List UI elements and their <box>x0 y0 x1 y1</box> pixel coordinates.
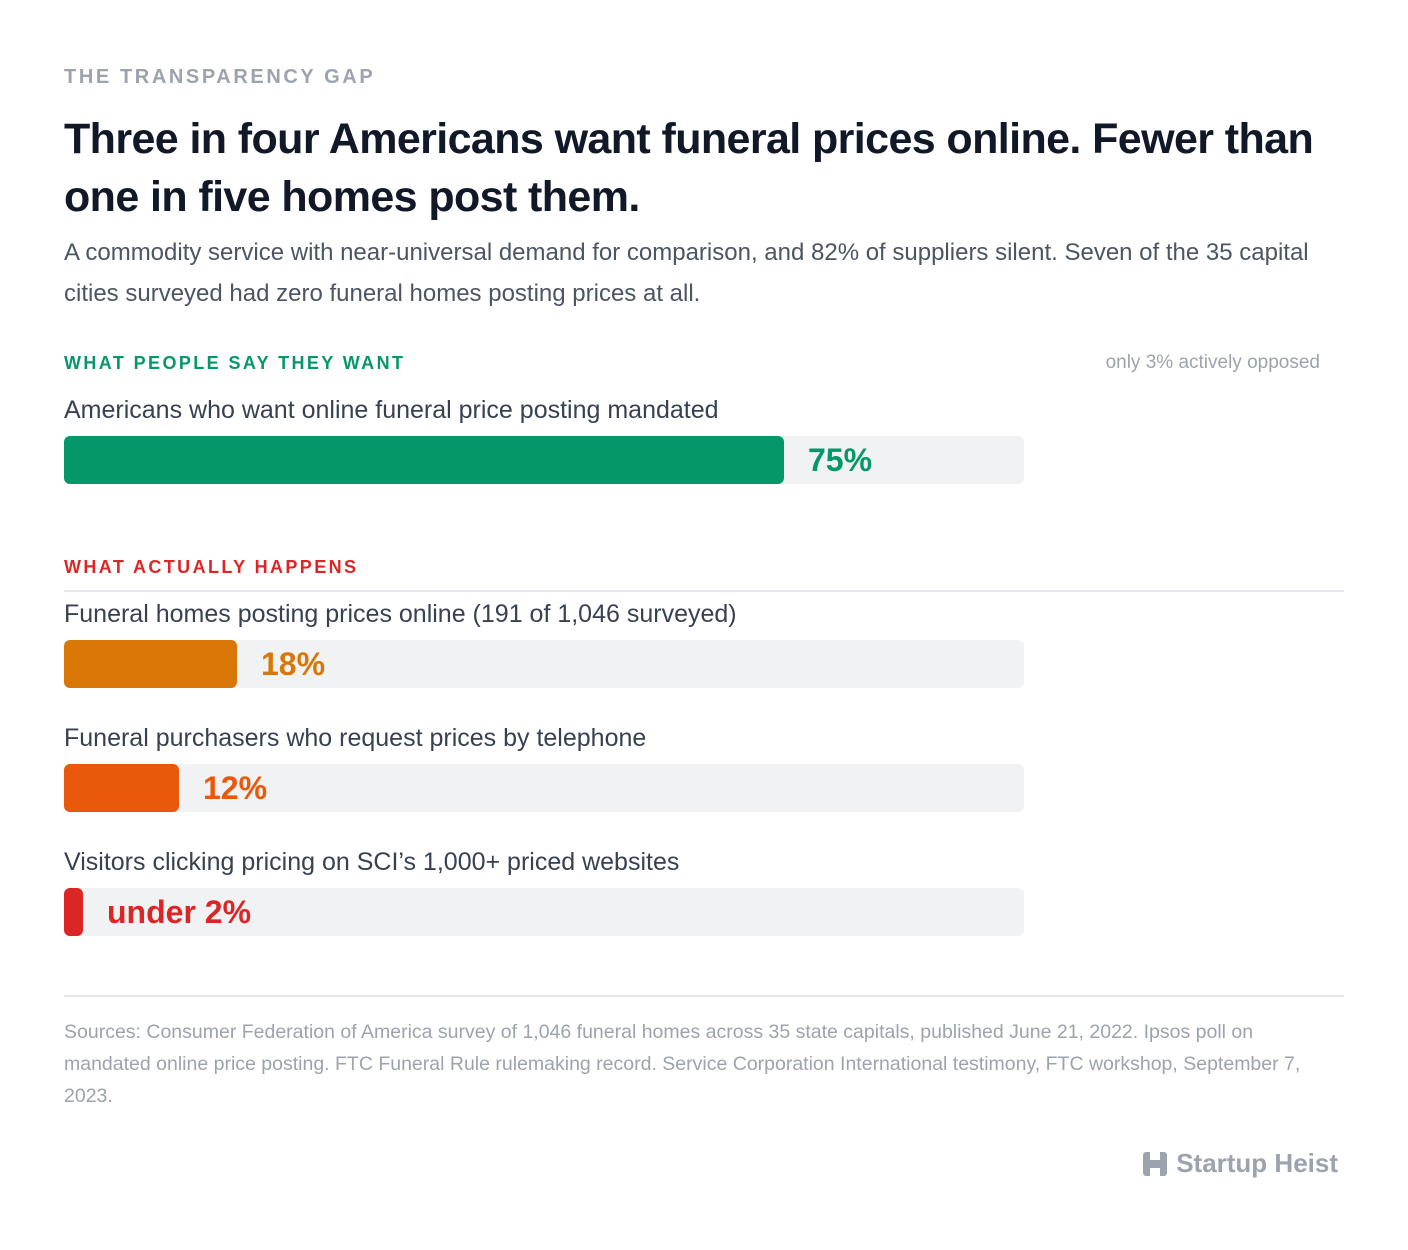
section-divider <box>64 590 1344 592</box>
kicker: THE TRANSPARENCY GAP <box>64 66 376 88</box>
section-label-want: WHAT PEOPLE SAY THEY WANT <box>64 353 406 373</box>
bar-label: Americans who want online funeral price … <box>64 396 719 424</box>
bar-value-label: under 2% <box>107 894 252 930</box>
headline: Three in four Americans want funeral pri… <box>64 115 1314 221</box>
dek: A commodity service with near-universal … <box>64 239 1309 307</box>
opposed-note: only 3% actively opposed <box>1105 352 1320 373</box>
footer-divider <box>64 995 1344 997</box>
brand-logo: Startup Heist <box>1142 1148 1338 1179</box>
bar-fill <box>64 436 784 484</box>
bar-fill <box>64 640 237 688</box>
bar-label: Visitors clicking pricing on SCI’s 1,000… <box>64 848 680 876</box>
bar-value-label: 18% <box>261 646 326 682</box>
brand-name: Startup Heist <box>1176 1148 1338 1178</box>
sources-note: Sources: Consumer Federation of America … <box>64 1021 1301 1107</box>
bar-track: 12% <box>64 764 1024 812</box>
bar-fill <box>64 888 83 936</box>
bar-value-label: 75% <box>808 442 873 478</box>
building-logo-icon <box>1143 1151 1168 1176</box>
bar-label: Funeral homes posting prices online (191… <box>64 600 737 628</box>
section-label-happens: WHAT ACTUALLY HAPPENS <box>64 557 359 577</box>
bar-fill <box>64 764 179 812</box>
bar-value-label: 12% <box>203 770 268 806</box>
bar-track: 75% <box>64 436 1024 484</box>
bar-track: under 2% <box>64 888 1024 936</box>
bar-label: Funeral purchasers who request prices by… <box>64 724 647 752</box>
bar-track: 18% <box>64 640 1024 688</box>
